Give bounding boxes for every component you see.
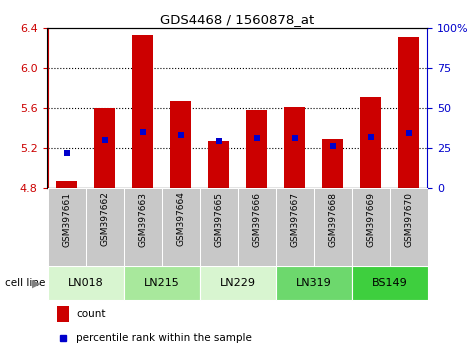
Bar [200, 188, 238, 266]
Text: cell line: cell line [5, 278, 45, 288]
Text: BS149: BS149 [371, 278, 408, 288]
Bar [390, 188, 428, 266]
Bar [132, 35, 153, 188]
Bar [86, 188, 124, 266]
Text: GSM397669: GSM397669 [366, 192, 375, 246]
Text: GSM397661: GSM397661 [62, 192, 71, 246]
Bar [162, 188, 199, 266]
Text: GSM397666: GSM397666 [252, 192, 261, 246]
Text: GSM397664: GSM397664 [176, 192, 185, 246]
Bar [246, 110, 267, 188]
Bar [398, 37, 419, 188]
Bar [352, 188, 390, 266]
Bar [238, 188, 276, 266]
Bar [56, 181, 77, 188]
Text: LN229: LN229 [219, 278, 256, 288]
Text: GSM397662: GSM397662 [100, 192, 109, 246]
Text: GSM397670: GSM397670 [404, 192, 413, 246]
Bar [57, 306, 69, 321]
Text: LN018: LN018 [67, 278, 104, 288]
Text: ▶: ▶ [32, 278, 40, 288]
Text: GSM397665: GSM397665 [214, 192, 223, 246]
Bar [200, 266, 276, 300]
Text: count: count [76, 309, 105, 319]
Bar [208, 141, 229, 188]
Text: percentile rank within the sample: percentile rank within the sample [76, 333, 252, 343]
Bar [314, 188, 352, 266]
Text: LN319: LN319 [295, 278, 332, 288]
Bar [284, 107, 305, 188]
Bar [124, 266, 200, 300]
Bar [352, 266, 428, 300]
Bar [322, 139, 343, 188]
Bar [48, 188, 86, 266]
Bar [94, 108, 115, 188]
Bar [360, 97, 381, 188]
Text: GSM397668: GSM397668 [328, 192, 337, 246]
Text: GSM397667: GSM397667 [290, 192, 299, 246]
Bar [276, 188, 314, 266]
Title: GDS4468 / 1560878_at: GDS4468 / 1560878_at [161, 13, 314, 26]
Text: GSM397663: GSM397663 [138, 192, 147, 246]
Text: LN215: LN215 [143, 278, 180, 288]
Bar [48, 266, 124, 300]
Bar [124, 188, 162, 266]
Bar [170, 101, 191, 188]
Bar [276, 266, 352, 300]
